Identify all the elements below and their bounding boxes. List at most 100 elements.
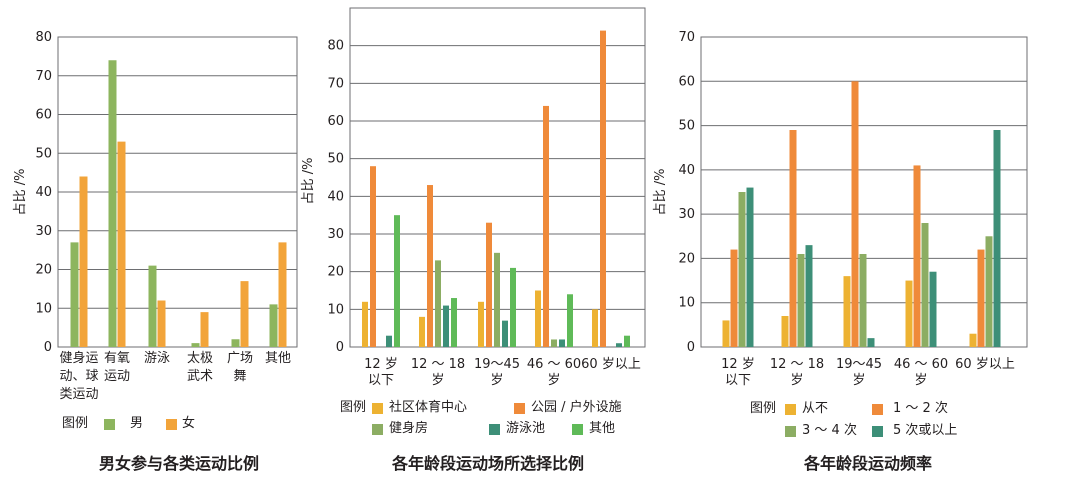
- y-tick-label: 20: [327, 265, 344, 280]
- legend-swatch: [514, 403, 525, 414]
- y-tick-label: 30: [678, 207, 695, 222]
- bar: [805, 245, 813, 347]
- bar: [494, 252, 500, 347]
- x-tick-label: 太极: [187, 351, 213, 366]
- x-tick-label: 岁: [852, 373, 865, 388]
- legend-swatch: [489, 424, 500, 435]
- x-tick-label: 类运动: [59, 387, 98, 402]
- bar: [722, 320, 730, 347]
- bar: [148, 265, 157, 347]
- y-tick-label: 80: [327, 39, 344, 54]
- y-tick-label: 0: [44, 340, 52, 355]
- legend-swatch: [872, 404, 883, 415]
- legend-swatch: [372, 424, 383, 435]
- bar: [867, 338, 875, 347]
- x-tick-label: 舞: [233, 369, 246, 384]
- bar: [730, 249, 738, 347]
- legend-label: 女: [182, 415, 195, 431]
- bar: [486, 222, 492, 347]
- bar: [427, 185, 433, 347]
- x-tick-label: 19～45: [836, 357, 882, 372]
- chart-title: 各年龄段运动场所选择比例: [391, 454, 584, 473]
- y-tick-label: 40: [327, 189, 344, 204]
- bar: [435, 260, 441, 347]
- bar: [231, 339, 240, 347]
- legend-title: 图例: [62, 416, 88, 431]
- x-tick-label: 运动: [104, 369, 130, 384]
- bar: [977, 249, 985, 347]
- x-tick-label: 以下: [725, 373, 751, 388]
- bar: [79, 176, 88, 347]
- bar: [616, 343, 622, 347]
- legend-swatch: [372, 403, 383, 414]
- x-tick-label: 游泳: [144, 351, 170, 366]
- bar: [921, 223, 929, 347]
- bar: [394, 215, 400, 347]
- bar: [985, 236, 993, 347]
- bar: [592, 309, 598, 347]
- bar: [797, 254, 805, 347]
- y-axis-label: 占比 /%: [13, 169, 28, 216]
- bar: [851, 81, 859, 348]
- bar: [478, 301, 484, 347]
- legend-label: 健身房: [389, 420, 428, 436]
- bar: [746, 187, 754, 347]
- legend-label: 社区体育中心: [389, 399, 467, 415]
- y-tick-label: 40: [35, 185, 52, 200]
- legend-swatch: [104, 419, 115, 430]
- x-tick-label: 60 岁以上: [581, 357, 641, 372]
- x-tick-label: 动、球: [59, 369, 98, 384]
- bar: [789, 130, 797, 347]
- bar: [443, 305, 449, 347]
- y-tick-label: 30: [35, 224, 52, 239]
- y-tick-label: 0: [687, 340, 695, 355]
- bar: [117, 141, 126, 347]
- legend-swatch: [166, 419, 177, 430]
- x-tick-label: 武术: [187, 369, 213, 384]
- y-tick-label: 50: [35, 146, 52, 161]
- x-tick-label: 12 ～ 18: [770, 357, 824, 372]
- legend-title: 图例: [750, 401, 776, 416]
- y-axis-label: 占比 /%: [653, 169, 668, 216]
- bar: [859, 254, 867, 347]
- legend-title: 图例: [340, 400, 366, 415]
- x-tick-label: 岁: [790, 373, 803, 388]
- legend-swatch: [572, 424, 583, 435]
- bar: [240, 281, 249, 347]
- y-tick-label: 10: [327, 302, 344, 317]
- bar: [278, 242, 287, 347]
- y-tick-label: 50: [678, 119, 695, 134]
- bar: [600, 30, 606, 347]
- x-tick-label: 岁: [914, 373, 927, 388]
- y-axis-label: 占比 /%: [301, 158, 316, 205]
- bar: [843, 276, 851, 347]
- legend-label: 其他: [589, 421, 615, 436]
- bar: [108, 60, 117, 347]
- bar: [567, 294, 573, 347]
- bar: [543, 105, 549, 347]
- y-tick-label: 20: [35, 263, 52, 278]
- legend-label: 3 ～ 4 次: [802, 422, 857, 438]
- y-tick-label: 50: [327, 152, 344, 167]
- chart-title: 男女参与各类运动比例: [99, 454, 259, 473]
- y-tick-label: 70: [327, 76, 344, 91]
- x-tick-label: 岁: [431, 373, 444, 388]
- x-tick-label: 健身运: [59, 350, 98, 366]
- bar: [502, 320, 508, 347]
- x-tick-label: 广场: [227, 351, 253, 366]
- bar: [191, 343, 200, 347]
- y-tick-label: 70: [678, 30, 695, 45]
- bar: [929, 271, 937, 347]
- legend-label: 1 ～ 2 次: [893, 400, 948, 416]
- bar: [993, 130, 1001, 347]
- bar: [200, 312, 209, 347]
- bar: [362, 301, 368, 347]
- x-tick-label: 12 ～ 18: [411, 357, 465, 372]
- x-tick-label: 12 岁: [721, 357, 755, 372]
- x-tick-label: 以下: [368, 373, 394, 388]
- y-tick-label: 70: [35, 69, 52, 84]
